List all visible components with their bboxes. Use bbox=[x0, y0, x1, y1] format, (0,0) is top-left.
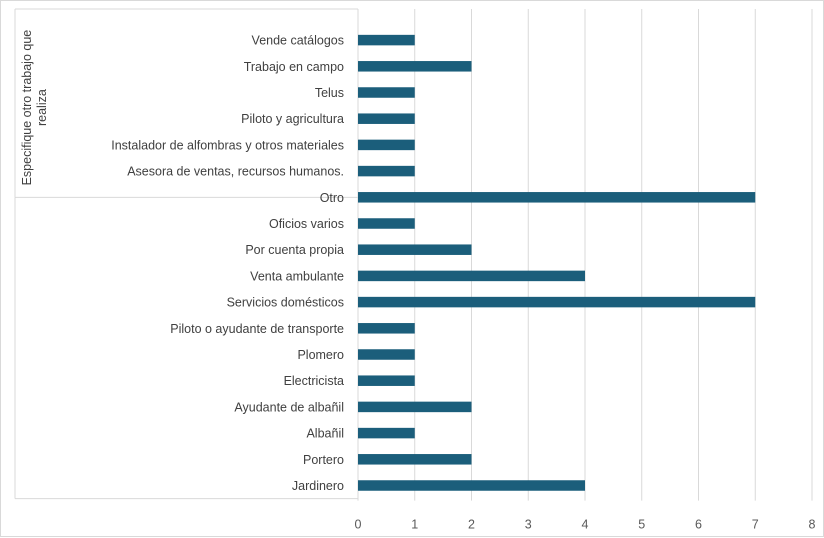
bar bbox=[358, 218, 415, 229]
bar bbox=[358, 296, 756, 308]
bar bbox=[358, 401, 472, 413]
category-label: Albañil bbox=[306, 427, 344, 441]
bar bbox=[358, 427, 415, 439]
x-tick-label: 5 bbox=[638, 518, 645, 532]
category-label: Servicios domésticos bbox=[227, 296, 344, 310]
bar bbox=[358, 270, 585, 282]
bar bbox=[358, 165, 415, 177]
x-tick-label: 3 bbox=[525, 518, 532, 532]
category-label: Jardinero bbox=[292, 479, 344, 493]
category-label: Portero bbox=[303, 453, 344, 467]
category-label: Plomero bbox=[297, 348, 344, 362]
category-label: Instalador de alfombras y otros material… bbox=[111, 138, 344, 152]
x-axis-tick-labels: 0 1 2 3 4 5 6 7 8 bbox=[355, 518, 816, 532]
x-tick-label: 7 bbox=[752, 518, 759, 532]
category-label: Telus bbox=[315, 86, 344, 100]
group-label: Especifique otro trabajo querealiza bbox=[20, 30, 49, 186]
category-group-brackets bbox=[14, 8, 358, 500]
bar bbox=[358, 323, 415, 334]
category-label: Asesora de ventas, recursos humanos. bbox=[127, 165, 344, 179]
bar bbox=[358, 375, 415, 386]
x-tick-label: 2 bbox=[468, 518, 475, 532]
x-tick-label: 6 bbox=[695, 518, 702, 532]
bars bbox=[358, 34, 756, 491]
bar bbox=[358, 192, 756, 203]
category-label: Piloto o ayudante de transporte bbox=[170, 322, 344, 336]
bar bbox=[358, 34, 415, 46]
category-labels: Vende catálogos Trabajo en campo Telus Pilo… bbox=[111, 34, 344, 493]
x-tick-label: 1 bbox=[411, 518, 418, 532]
category-label: Oficios varios bbox=[269, 217, 344, 231]
bar bbox=[358, 480, 585, 491]
category-label: Piloto y agricultura bbox=[241, 112, 344, 126]
bar bbox=[358, 61, 472, 72]
category-label: Trabajo en campo bbox=[244, 60, 344, 74]
category-label: Venta ambulante bbox=[250, 269, 344, 283]
x-tick-label: 0 bbox=[355, 518, 362, 532]
bar bbox=[358, 454, 472, 465]
category-label: Ayudante de albañil bbox=[234, 400, 344, 414]
category-label: Otro bbox=[320, 191, 344, 205]
bar bbox=[358, 87, 415, 98]
x-tick-label: 8 bbox=[809, 518, 816, 532]
x-tick-label: 4 bbox=[582, 518, 589, 532]
bar bbox=[358, 349, 415, 360]
category-label: Por cuenta propia bbox=[245, 243, 344, 257]
category-label: Electricista bbox=[284, 374, 344, 388]
bar bbox=[358, 244, 472, 255]
bar bbox=[358, 113, 415, 124]
bar bbox=[358, 139, 415, 151]
category-label: Vende catálogos bbox=[252, 34, 344, 48]
